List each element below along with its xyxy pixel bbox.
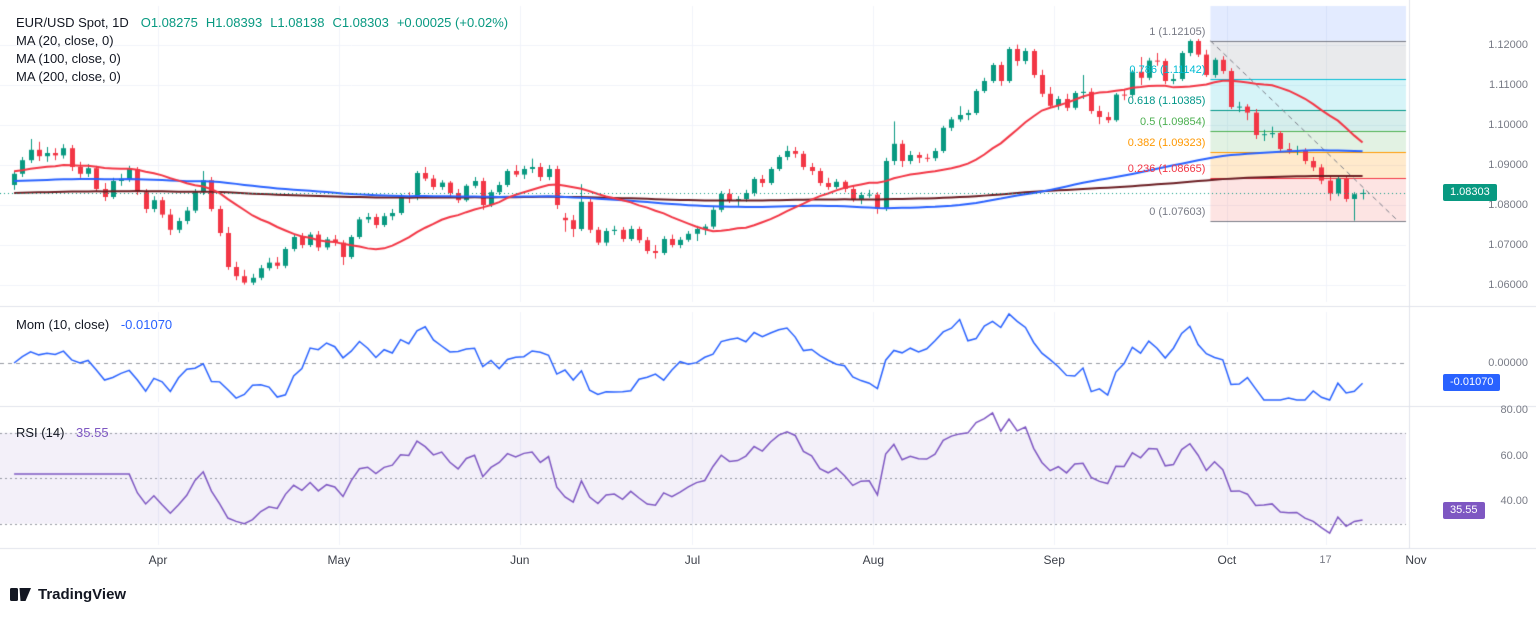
ohlc-low: L1.08138 (270, 14, 325, 30)
rsi-value: 35.55 (76, 425, 109, 440)
ma200-legend[interactable]: MA (200, close, 0) (16, 68, 121, 84)
momentum-legend: Mom (10, close) -0.01070 (16, 317, 172, 332)
main-chart-legend: EUR/USD Spot, 1D O1.08275 H1.08393 L1.08… (16, 13, 516, 85)
ma20-legend[interactable]: MA (20, close, 0) (16, 32, 114, 48)
rsi-badge: 35.55 (1443, 502, 1485, 520)
tradingview-logo-icon (10, 588, 31, 601)
symbol-title[interactable]: EUR/USD Spot, 1D (16, 14, 129, 30)
ohlc-change: +0.00025 (+0.02%) (396, 14, 509, 30)
momentum-badge: -0.01070 (1443, 373, 1501, 391)
tradingview-logo[interactable]: TradingView (10, 586, 126, 603)
last-price-badge: 1.08303 (1443, 183, 1497, 201)
rsi-legend: RSI (14) 35.55 (16, 425, 109, 440)
rsi-label[interactable]: RSI (14) (16, 425, 65, 440)
ohlc-open: O1.08275 (140, 14, 198, 30)
ma100-legend[interactable]: MA (100, close, 0) (16, 50, 121, 66)
momentum-value: -0.01070 (120, 317, 173, 332)
ohlc-close: C1.08303 (332, 14, 389, 30)
ohlc-high: H1.08393 (205, 14, 263, 30)
tradingview-brand-text: TradingView (38, 586, 127, 603)
momentum-label[interactable]: Mom (10, close) (16, 317, 110, 332)
